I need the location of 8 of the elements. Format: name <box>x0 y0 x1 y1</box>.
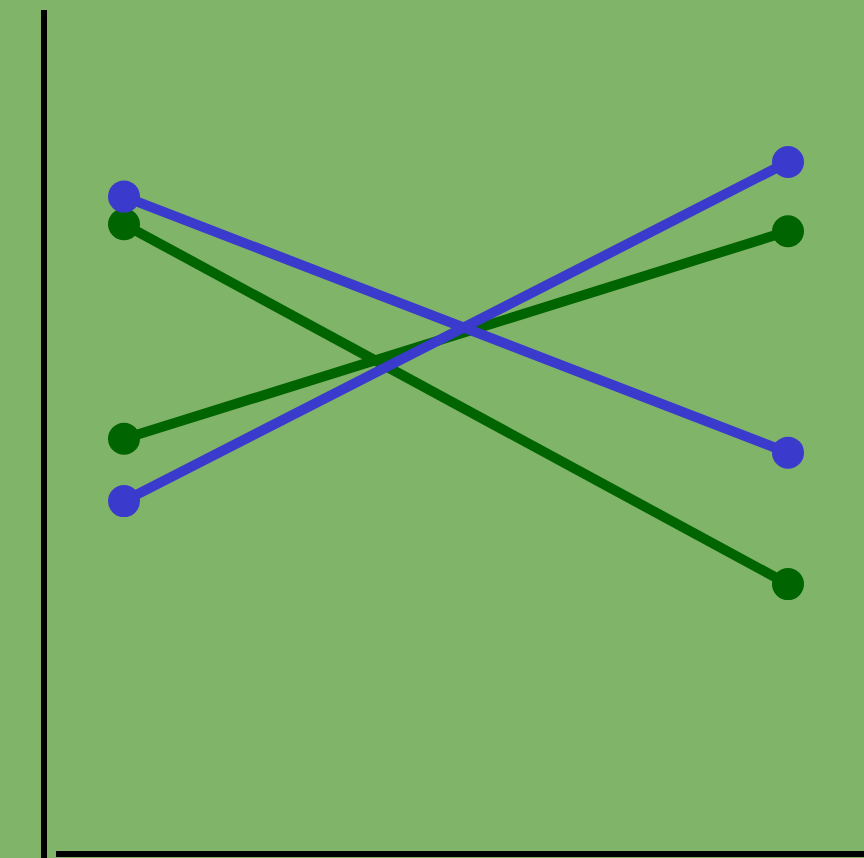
point <box>108 422 140 455</box>
point <box>772 568 804 601</box>
point <box>108 180 140 213</box>
point <box>772 215 804 248</box>
point <box>108 208 140 241</box>
point <box>108 485 140 518</box>
point <box>772 146 804 178</box>
point <box>772 436 804 469</box>
